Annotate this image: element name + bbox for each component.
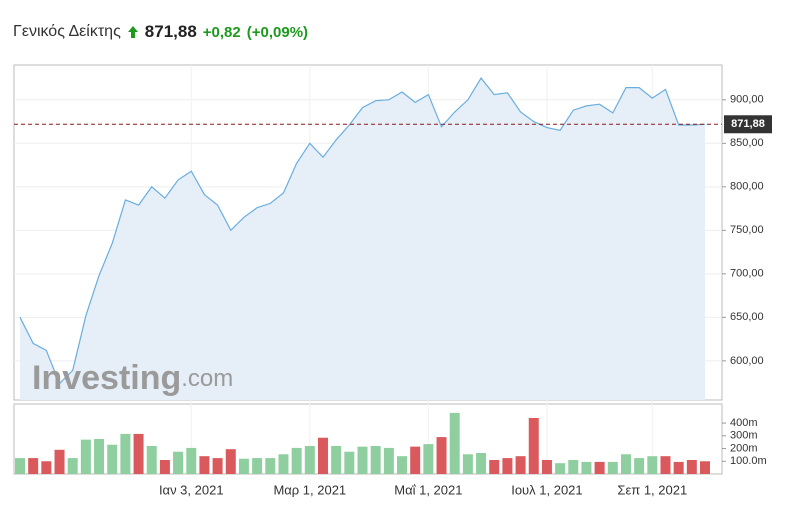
change-percent: (+0,09%)	[246, 23, 309, 41]
volume-bar	[700, 461, 710, 474]
volume-bar	[397, 456, 408, 474]
last-price: 871,88	[144, 22, 197, 41]
volume-bar	[673, 461, 684, 474]
y-tick-label: 100.0m	[730, 455, 767, 467]
volume-bar	[94, 439, 105, 474]
y-tick-label: 650,00	[730, 311, 764, 323]
volume-bar	[238, 458, 249, 474]
volume-bar	[344, 451, 355, 474]
y-tick-label: 300m	[730, 430, 758, 442]
volume-bar	[686, 460, 697, 474]
x-tick-label: Ιουλ 1, 2021	[511, 482, 582, 497]
volume-bar	[568, 460, 579, 474]
volume-bar	[225, 449, 236, 474]
volume-bar	[555, 463, 566, 474]
volume-bar	[107, 444, 118, 474]
change: +0,82	[202, 23, 241, 41]
volume-bar	[252, 458, 263, 474]
volume-bar	[80, 439, 91, 474]
volume-bar	[528, 418, 539, 474]
volume-bar	[357, 446, 368, 474]
x-tick-label: Ιαν 3, 2021	[159, 482, 224, 497]
y-tick-label: 850,00	[730, 137, 764, 149]
volume-bar	[212, 458, 223, 474]
volume-bar	[67, 458, 78, 474]
x-tick-label: Σεπ 1, 2021	[617, 482, 687, 497]
volume-bar	[265, 458, 276, 474]
volume-bar	[594, 461, 605, 474]
y-tick-label: 400m	[730, 417, 758, 429]
y-tick-label: 800,00	[730, 181, 764, 193]
price-line	[19, 77, 706, 385]
index-name: Γενικός Δείκτης	[13, 23, 121, 40]
current-price-box	[724, 115, 772, 134]
volume-bar	[607, 461, 618, 474]
y-tick-label: 200m	[730, 442, 758, 454]
volume-bar	[120, 433, 131, 474]
volume-bar	[15, 458, 25, 474]
volume-bar	[423, 444, 434, 474]
volume-bar	[383, 447, 394, 474]
volume-bar	[331, 446, 342, 474]
volume-bar	[278, 454, 289, 474]
area-fill	[20, 78, 705, 400]
volume-panel-frame	[13, 403, 723, 475]
volume-bar	[199, 456, 210, 474]
volume-bar	[476, 453, 487, 474]
volume-bar	[436, 437, 447, 474]
current-price-label: 871,88	[731, 118, 765, 130]
volume-bar	[581, 461, 592, 474]
volume-bar	[133, 433, 144, 474]
volume-bar	[647, 456, 658, 474]
y-tick-label: 900,00	[730, 94, 764, 106]
x-tick-label: Μαΐ 1, 2021	[394, 482, 462, 497]
volume-bar	[41, 461, 52, 474]
up-arrow	[127, 26, 138, 38]
volume-bar	[317, 437, 328, 474]
watermark: Investing.com	[32, 359, 233, 397]
volume-bar	[28, 458, 39, 474]
volume-bar	[159, 460, 170, 474]
volume-bar	[410, 446, 421, 474]
volume-bar	[660, 456, 671, 474]
volume-bar	[173, 451, 184, 474]
x-tick-label: Μαρ 1, 2021	[273, 482, 346, 497]
volume-bar	[502, 458, 513, 474]
volume-bar	[620, 454, 631, 474]
volume-bar	[462, 454, 473, 474]
volume-bar	[515, 456, 526, 474]
y-tick-label: 600,00	[730, 355, 764, 367]
volume-bar	[541, 460, 552, 474]
volume-bar	[186, 447, 197, 474]
volume-bar	[370, 446, 381, 474]
volume-bar	[634, 458, 645, 474]
watermark-suffix: .com	[181, 365, 233, 392]
volume-bar	[146, 446, 157, 474]
watermark-brand: Investing	[32, 359, 181, 397]
volume-bar	[304, 446, 315, 474]
volume-bar	[54, 449, 65, 474]
volume-bar	[291, 447, 302, 474]
header: Γενικός Δείκτης 871,88 +0,82 (+0,09%)	[13, 20, 308, 44]
y-tick-label: 700,00	[730, 268, 764, 280]
y-tick-label: 750,00	[730, 224, 764, 236]
volume-bar	[449, 412, 460, 474]
volume-bar	[489, 460, 500, 474]
